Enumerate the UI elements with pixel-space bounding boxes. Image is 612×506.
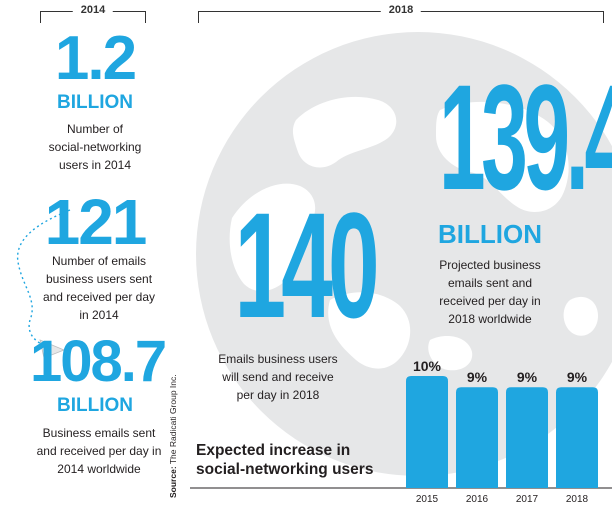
x-tick-label: 2015 [416, 494, 439, 505]
stat-business-emails-2014-number: 108.7 [30, 329, 167, 394]
bar-2018 [556, 387, 598, 488]
stat-social-users-2014-number: 1.2 [54, 24, 137, 93]
header-2018-bracket: 2018 [198, 4, 604, 23]
bar-2015 [406, 376, 448, 488]
bar-2017 [506, 387, 548, 488]
social-growth-bar-chart: 10% 2015 9% 2016 9% 2017 9% 2018 [190, 358, 612, 505]
stat-business-emails-2014-description: Business emails sent and received per da… [36, 426, 162, 476]
stat-emails-2018-number: 140 [234, 181, 379, 349]
dotted-connector [16, 209, 71, 359]
bar-value-label: 9% [517, 369, 538, 385]
stat-emails-2014-number: 121 [44, 186, 148, 258]
bar-value-label: 9% [467, 369, 488, 385]
chart-title: Expected increase in social-networking u… [196, 442, 374, 478]
bar-value-label: 9% [567, 369, 588, 385]
stat-projected-description: Projected business emails sent and recei… [439, 258, 541, 326]
stat-emails-2014-description: Number of emails business users sent and… [42, 254, 156, 322]
stat-social-users-2014-description: Number of social-networking users in 201… [48, 122, 142, 172]
stat-business-emails-2014-unit: BILLION [57, 395, 133, 416]
header-2014-bracket: 2014 [40, 4, 146, 23]
source-note: Source: The Radicati Group Inc. [168, 374, 178, 498]
bar-2016 [456, 387, 498, 488]
x-tick-label: 2017 [516, 494, 539, 505]
x-tick-label: 2018 [566, 494, 589, 505]
stat-social-users-2014-unit: BILLION [57, 92, 133, 113]
stat-emails-2018-description: Emails business users will send and rece… [218, 352, 338, 402]
header-2014: 2014 [72, 4, 114, 16]
x-tick-label: 2016 [466, 494, 489, 505]
stat-projected-number: 139.4 [438, 53, 612, 221]
bar-value-label: 10% [413, 358, 442, 374]
stat-projected-unit: BILLION [438, 219, 542, 249]
header-2018: 2018 [380, 4, 422, 16]
